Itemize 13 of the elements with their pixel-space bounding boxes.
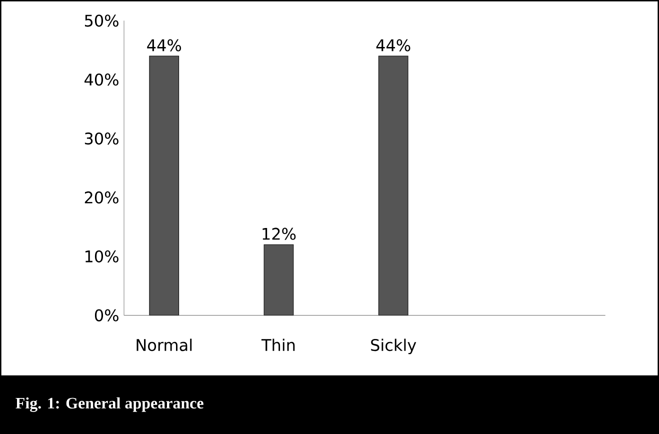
y-tick-label: 30% — [84, 132, 118, 145]
caption: Fig. 1: General appearance — [16, 397, 204, 412]
data-label: 12% — [262, 228, 296, 240]
y-tick-label: 10% — [85, 250, 118, 262]
y-tick-label: 0% — [94, 309, 118, 322]
x-tick-label: Thin — [261, 338, 295, 351]
y-tick-label: 40% — [84, 74, 118, 86]
y-tick-label: 50% — [84, 14, 118, 27]
y-tick-label: 20% — [84, 191, 118, 204]
x-tick-label: Sickly — [371, 338, 416, 354]
x-tick-label: Normal — [136, 338, 192, 352]
data-label: 44% — [376, 39, 410, 52]
data-label: 44% — [147, 39, 182, 52]
